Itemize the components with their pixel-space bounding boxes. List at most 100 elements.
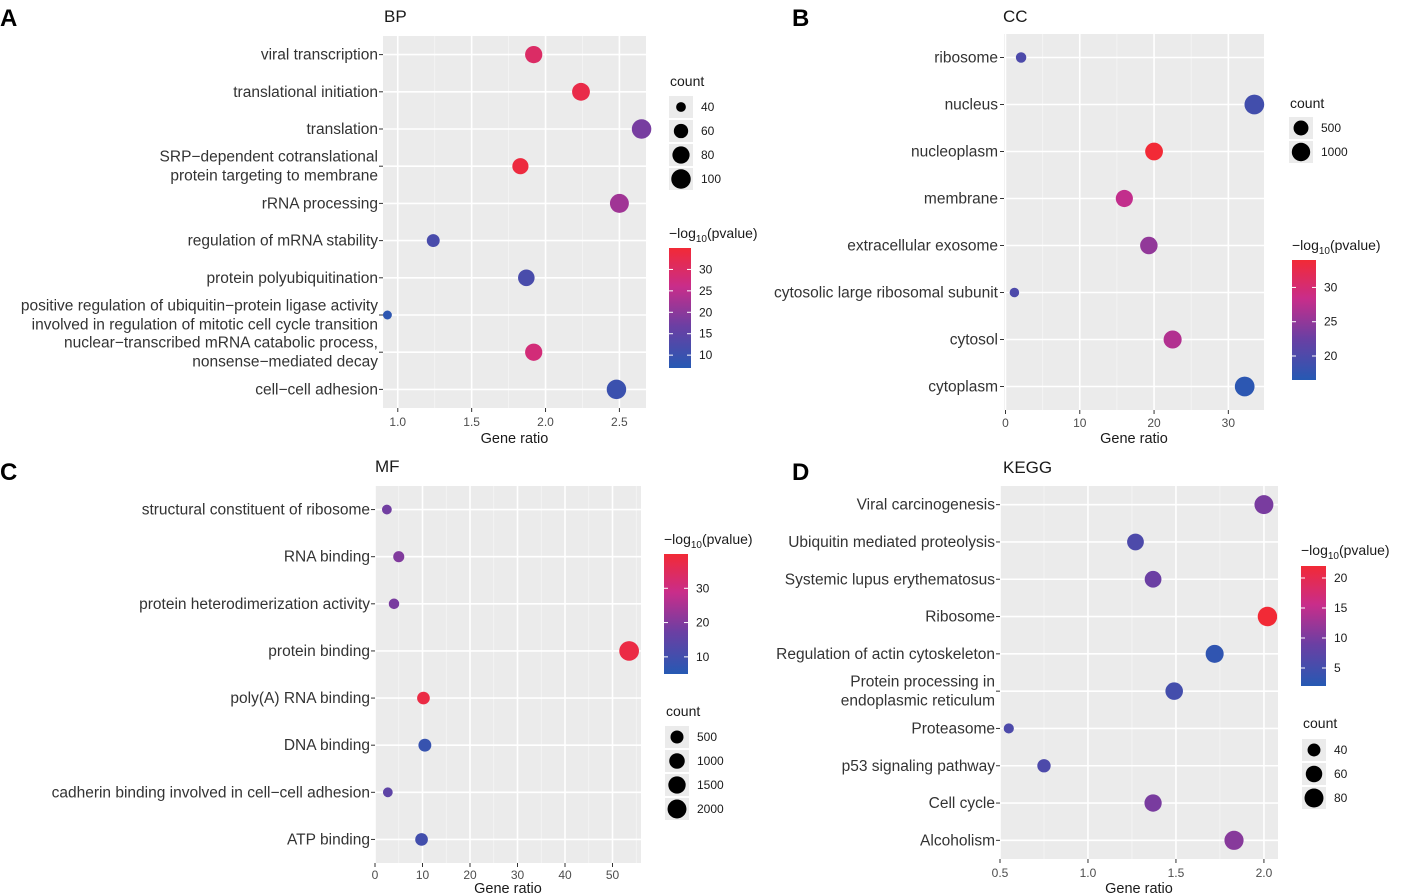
term-label: Ribosome [925, 609, 995, 626]
term-label-line: SRP−dependent cotranslational [160, 149, 378, 166]
plot-background [375, 486, 641, 863]
size-legend-label: 500 [697, 730, 717, 744]
term-label: ATP binding [287, 831, 370, 848]
x-tick-label: 10 [1073, 416, 1087, 430]
term-label: Cell cycle [929, 795, 995, 812]
data-point [1144, 794, 1162, 812]
pvalue-legend-title: −log10(pvalue) [669, 225, 758, 245]
panel-title: CC [1003, 7, 1028, 26]
pvalue-legend-title-sub: 10 [696, 234, 708, 245]
data-point [1009, 287, 1020, 298]
data-point [1224, 830, 1244, 850]
pvalue-legend-title: −log10(pvalue) [1301, 542, 1390, 562]
term-label-line: Ubiquitin mediated proteolysis [788, 534, 995, 551]
term-label: Proteasome [911, 720, 995, 737]
colorbar-label: 20 [696, 616, 710, 630]
colorbar-label: 10 [699, 348, 713, 362]
size-legend-label: 2000 [697, 802, 724, 816]
term-label-line: cytosolic large ribosomal subunit [774, 285, 999, 302]
data-point [1003, 723, 1014, 734]
panel-kegg: D KEGG 0.5 1.0 1.5 2.0 Viral carcinogenesis Ubi… [776, 458, 1389, 896]
term-label-line: structural constituent of ribosome [142, 502, 370, 519]
size-legend-dot [1304, 788, 1324, 808]
term-label: extracellular exosome [847, 238, 998, 255]
size-legend-dot [1307, 743, 1321, 757]
size-legend-label: 80 [701, 148, 715, 162]
term-label: Viral carcinogenesis [857, 497, 996, 514]
term-label: positive regulation of ubiquitin−protein… [21, 298, 378, 334]
size-legend-dot [668, 776, 686, 794]
data-point [418, 738, 432, 752]
panel-letter: B [792, 5, 809, 32]
term-label-line: rRNA processing [262, 195, 378, 212]
size-legend-label: 1500 [697, 778, 724, 792]
size-legend-label: 1000 [1321, 145, 1348, 159]
term-label-line: DNA binding [284, 737, 370, 754]
x-tick-label: 1.5 [1168, 866, 1185, 880]
term-label-line: protein polyubiquitination [207, 270, 378, 287]
data-point [415, 833, 428, 846]
x-tick-label: 2.0 [537, 415, 554, 429]
data-point [525, 343, 543, 361]
x-tick-label: 2.5 [611, 415, 628, 429]
panel-mf: C MF 0 10 20 30 40 50 structural constituent of … [0, 457, 753, 896]
data-point [525, 45, 543, 64]
colorbar-label: 15 [1334, 601, 1348, 615]
term-label-line: cytosol [950, 332, 998, 349]
colorbar-label: 25 [1324, 315, 1338, 329]
data-point [1037, 759, 1051, 773]
pvalue-legend-title-prefix: −log [664, 531, 691, 547]
term-label: RNA binding [284, 549, 370, 566]
term-label-line: translational initiation [233, 84, 378, 101]
data-point [1254, 495, 1274, 515]
x-tick-label: 30 [511, 868, 525, 882]
x-axis-title: Gene ratio [474, 881, 542, 896]
data-point [631, 119, 652, 139]
size-legend-label: 100 [701, 172, 721, 186]
term-label: cell−cell adhesion [255, 381, 378, 398]
x-tick-label: 30 [1222, 416, 1236, 430]
term-label-line: protein binding [268, 643, 370, 660]
data-point [619, 641, 639, 661]
term-label-line: regulation of mRNA stability [188, 233, 379, 250]
term-label-line: nucleus [945, 97, 999, 114]
pvalue-legend-title-sub: 10 [1328, 551, 1340, 562]
x-tick-label: 2.0 [1256, 866, 1273, 880]
data-point [1140, 236, 1158, 255]
data-point [1163, 330, 1182, 349]
term-label-line: Regulation of actin cytoskeleton [776, 646, 995, 663]
data-point [609, 193, 629, 213]
colorbar-label: 10 [696, 650, 710, 664]
term-label-line: membrane [924, 191, 998, 208]
pvalue-colorbar [1292, 260, 1316, 380]
x-tick-label: 20 [1147, 416, 1161, 430]
term-label-line: protein targeting to membrane [170, 168, 378, 185]
pvalue-legend-title-prefix: −log [669, 225, 696, 241]
term-label-line: Alcoholism [920, 832, 995, 849]
pvalue-colorbar [669, 248, 691, 368]
data-point [512, 158, 529, 175]
size-legend-label: 40 [1334, 743, 1348, 757]
term-label: poly(A) RNA binding [230, 690, 370, 707]
term-label: DNA binding [284, 737, 370, 754]
panel-letter: C [0, 459, 17, 486]
term-label: ribosome [934, 50, 998, 67]
term-label: nucleus [945, 97, 999, 114]
colorbar-label: 30 [696, 581, 710, 595]
panel-letter: D [792, 459, 809, 486]
size-legend-dot [671, 169, 691, 189]
term-label: protein binding [268, 643, 370, 660]
term-label-line: positive regulation of ubiquitin−protein… [21, 298, 378, 315]
pvalue-legend-title-sub: 10 [691, 540, 703, 551]
data-point [393, 551, 405, 563]
term-label-line: ATP binding [287, 831, 370, 848]
term-label: SRP−dependent cotranslational protein tar… [160, 149, 378, 185]
size-legend-dot [672, 146, 690, 164]
term-label: cytosolic large ribosomal subunit [774, 285, 999, 302]
term-label-line: Cell cycle [929, 795, 995, 812]
term-label: cytosol [950, 332, 998, 349]
pvalue-colorbar [664, 554, 688, 674]
